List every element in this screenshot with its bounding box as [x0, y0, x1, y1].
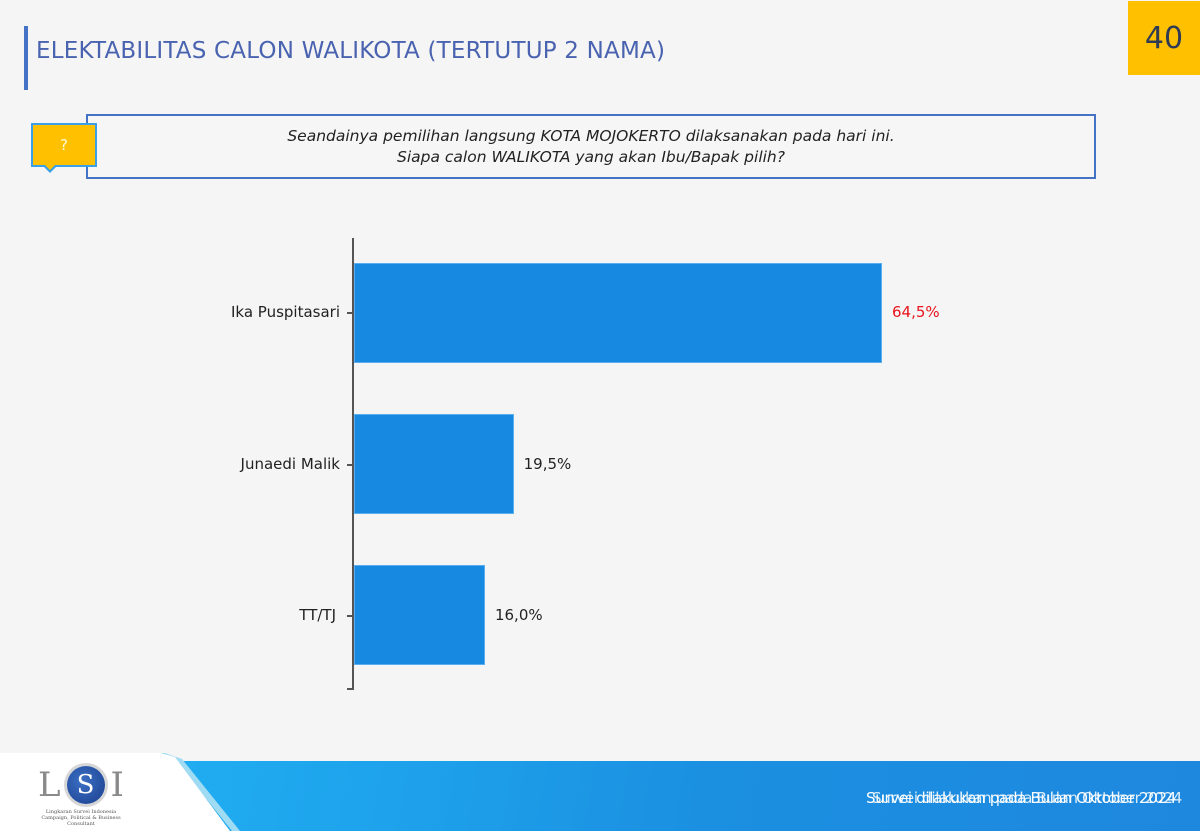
- survey-date-note: Survei dilakukan pada Bulan Oktober 2024…: [866, 789, 1182, 807]
- question-line-1: Seandainya pemilihan langsung KOTA MOJOK…: [287, 126, 895, 145]
- title-accent-bar: [24, 26, 28, 90]
- y-axis-tick: [347, 464, 353, 466]
- logo-letters: L S I: [38, 765, 124, 805]
- question-line-2: Siapa calon WALIKOTA yang akan Ibu/Bapak…: [397, 147, 785, 166]
- survey-date-text: Survei dilakukan pada Bulan Oktober 2024: [866, 789, 1176, 807]
- category-label: TT/TJ: [299, 606, 336, 624]
- logo-subtitle-tagline: Campaign, Political & Business Consultan…: [41, 815, 121, 827]
- y-axis-tick: [347, 615, 353, 617]
- bar-value-label: 64,5%: [892, 303, 940, 321]
- logo-s-globe-icon: S: [66, 766, 105, 804]
- bar: [354, 263, 882, 363]
- survey-date-text-shadow: Survei dilakukan pada Bulan Oktober 2024: [872, 789, 1182, 807]
- category-label: Ika Puspitasari: [230, 303, 340, 321]
- logo-subtitle: Lingkaran Survei Indonesia Campaign, Pol…: [38, 809, 124, 827]
- logo-subtitle-name: Lingkaran Survei Indonesia: [45, 809, 117, 815]
- bar-chart: Ika Puspitasari 64,5% Junaedi Malik 19,5…: [230, 238, 940, 690]
- bar-value-label: 16,0%: [494, 606, 543, 624]
- page-number-badge: 40: [1128, 1, 1200, 75]
- page-title: ELEKTABILITAS CALON WALIKOTA (TERTUTUP 2…: [36, 38, 666, 64]
- bar: [354, 565, 485, 665]
- question-mark-icon: ?: [31, 123, 97, 167]
- footer: L S I Lingkaran Survei Indonesia Campaig…: [0, 745, 1200, 831]
- category-label: Junaedi Malik: [240, 455, 340, 473]
- bar-value-label: 19,5%: [523, 455, 572, 473]
- bar: [354, 414, 514, 514]
- question-box: Seandainya pemilihan langsung KOTA MOJOK…: [86, 114, 1096, 179]
- logo-letter-i: I: [110, 765, 124, 805]
- y-axis-tick: [347, 312, 353, 314]
- y-axis-end-tick: [347, 688, 353, 690]
- question-tag-pointer-fill: [44, 164, 56, 170]
- lsi-logo: L S I Lingkaran Survei Indonesia Campaig…: [38, 765, 124, 827]
- y-axis-line: [352, 238, 354, 690]
- logo-letter-l: L: [38, 765, 61, 805]
